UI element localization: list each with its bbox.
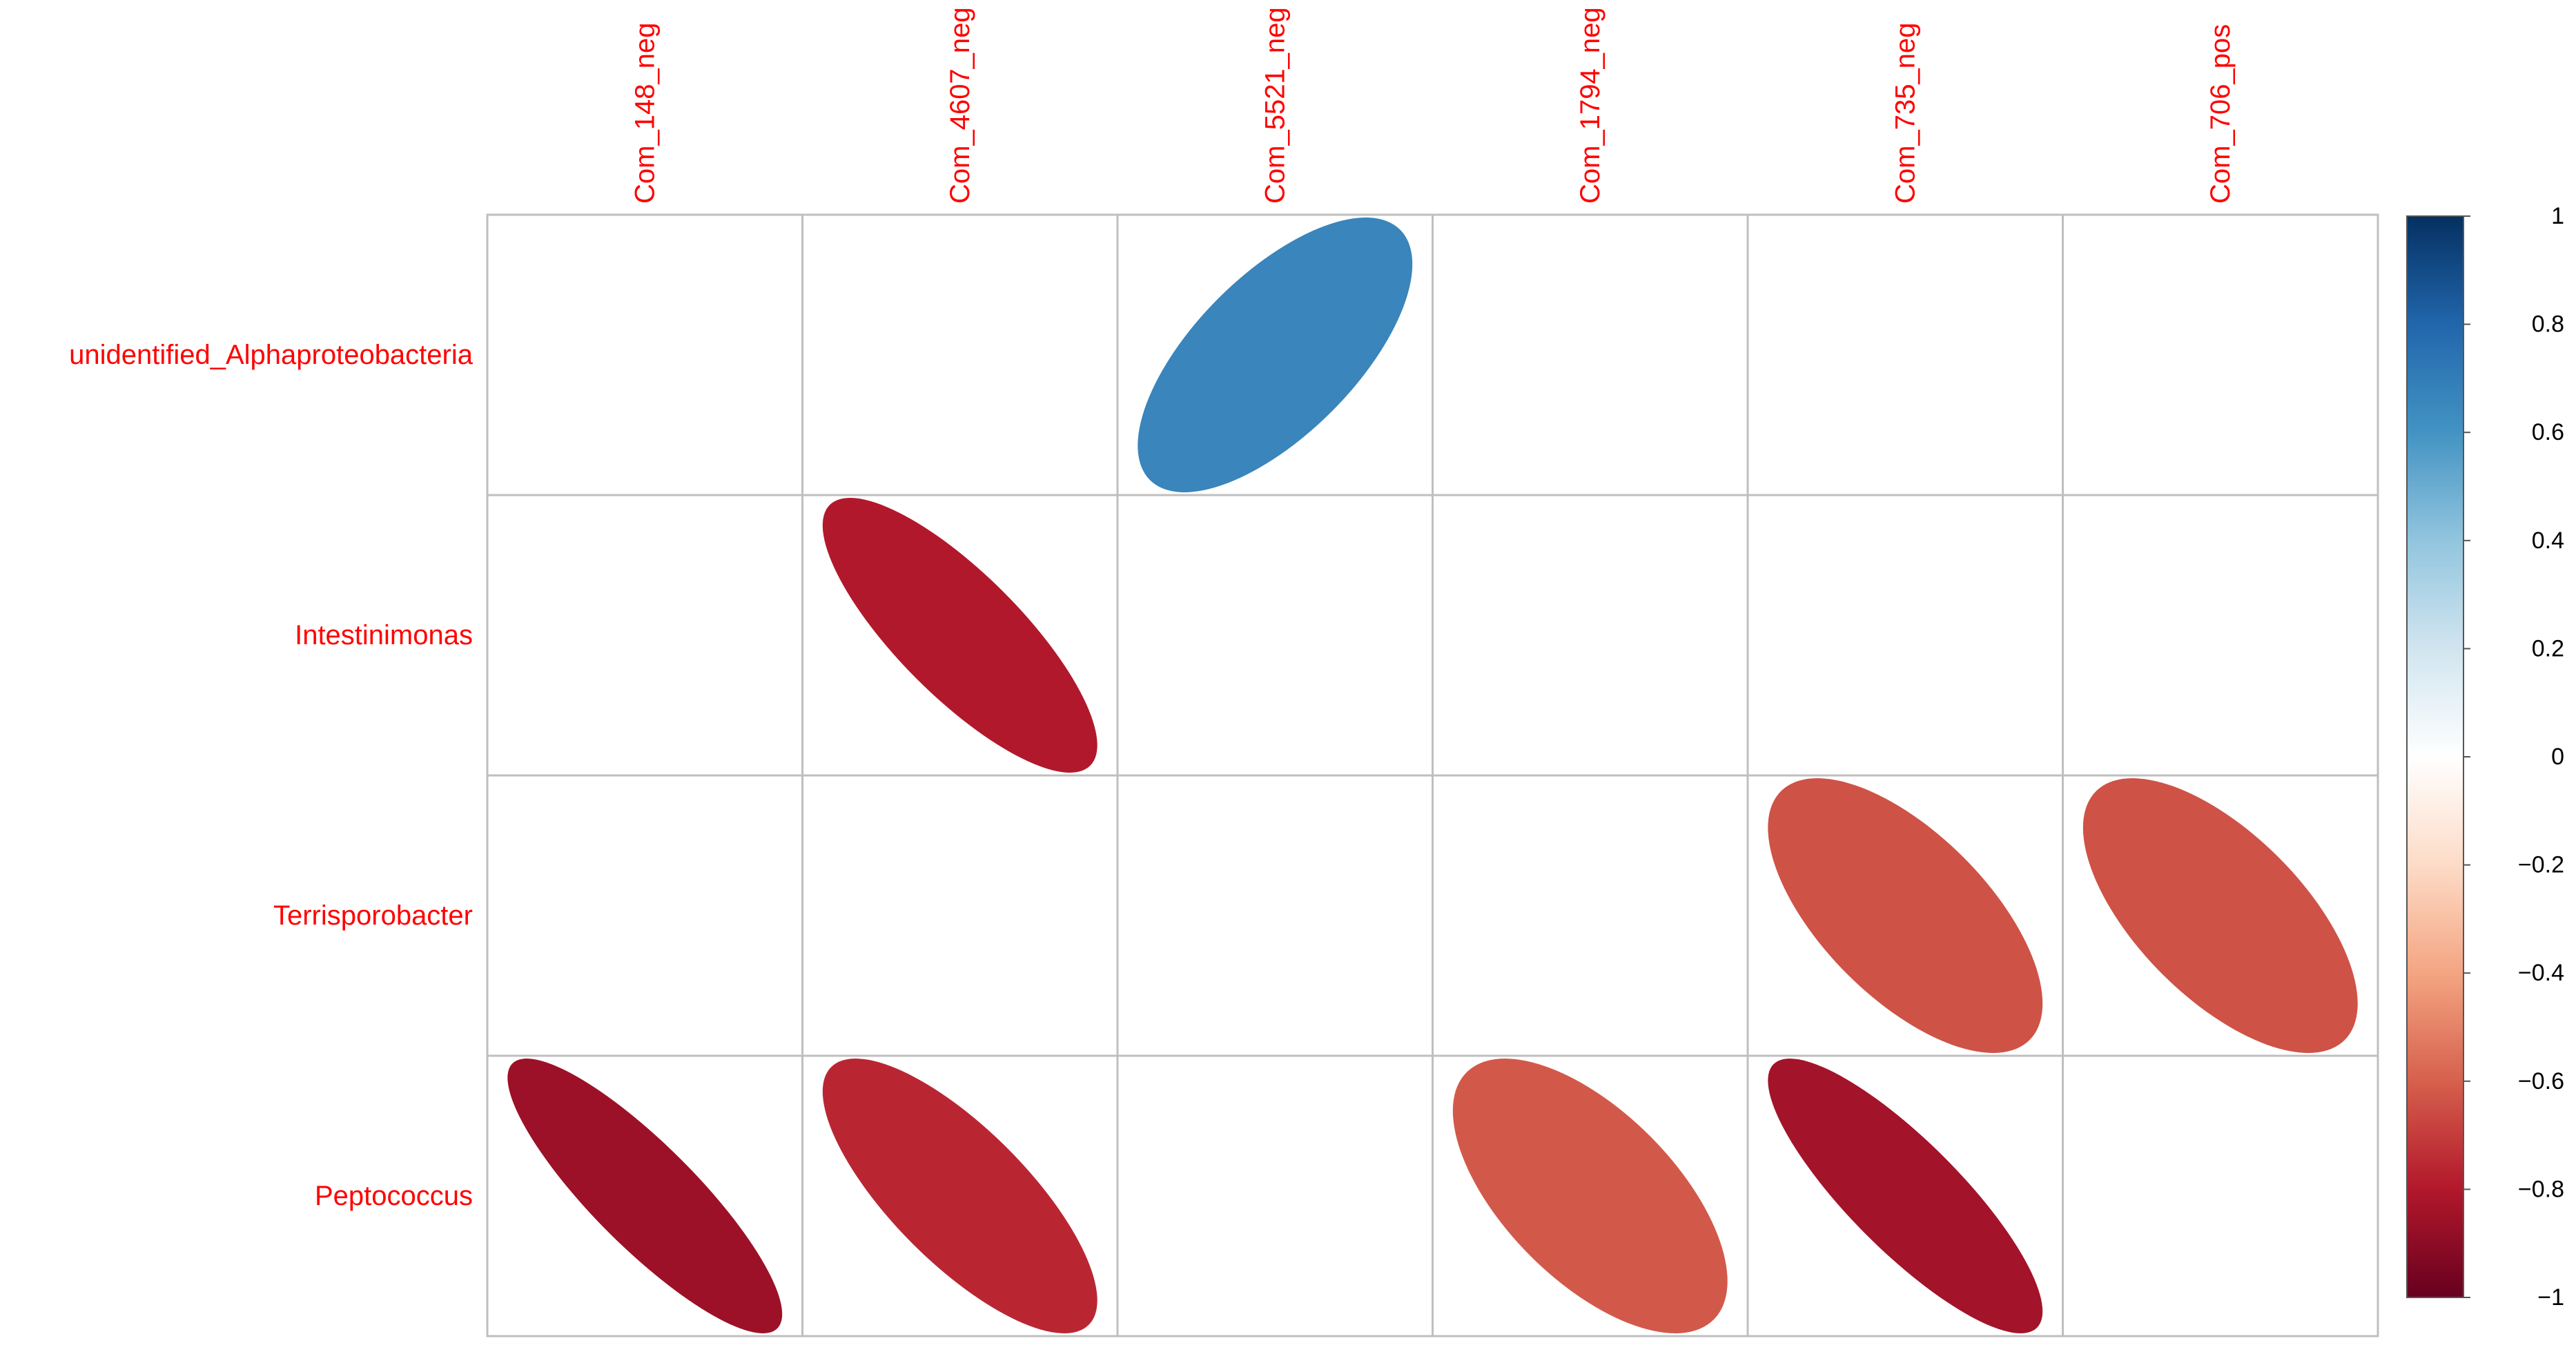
column-label: Com_4607_neg xyxy=(945,7,975,204)
colorbar-tick-label: 0 xyxy=(2551,744,2564,770)
correlation-ellipse xyxy=(507,1059,783,1333)
column-label: Com_5521_neg xyxy=(1260,7,1290,204)
colorbar-tick-label: 0.4 xyxy=(2532,528,2564,554)
grid-cell xyxy=(1746,494,2064,777)
colorbar-tick-label: −1 xyxy=(2537,1284,2564,1311)
correlation-ellipse xyxy=(1768,1059,2043,1333)
row-label: unidentified_Alphaproteobacteria xyxy=(69,340,474,370)
colorbar-tick-label: −0.6 xyxy=(2518,1068,2564,1094)
correlation-ellipse xyxy=(822,498,1097,773)
colorbar: 1 0.8 0.6 0.4 0.2 0 −0.2 −0.4 −0.6 −0.8 −1 xyxy=(2406,203,2564,1311)
correlation-ellipse xyxy=(1138,218,1413,492)
grid-cell xyxy=(2062,1054,2379,1337)
grid-cell xyxy=(486,774,803,1057)
correlation-ellipse xyxy=(2082,778,2358,1053)
correlation-ellipse xyxy=(822,1059,1097,1333)
grid-cell xyxy=(1116,774,1434,1057)
colorbar-tick-label: 0.6 xyxy=(2532,419,2564,445)
grid-cell xyxy=(1432,213,1749,496)
colorbar-tick-label: 0.8 xyxy=(2532,311,2564,338)
column-label: Com_735_neg xyxy=(1890,23,1920,204)
column-labels: Com_148_neg Com_4607_neg Com_5521_neg Com_1… xyxy=(630,7,2236,204)
grid-cell xyxy=(486,213,803,496)
row-labels: unidentified_Alphaproteobacteria Intestin… xyxy=(69,340,474,1211)
grid-cell xyxy=(2062,213,2379,496)
colorbar-gradient xyxy=(2406,215,2464,1298)
grid-cell xyxy=(1746,213,2064,496)
column-label: Com_706_pos xyxy=(2205,24,2236,204)
row-label: Terrisporobacter xyxy=(273,900,473,931)
colorbar-tick-label: 0.2 xyxy=(2532,635,2564,661)
row-label: Intestinimonas xyxy=(295,620,473,650)
correlation-ellipses xyxy=(507,218,2358,1333)
row-label: Peptococcus xyxy=(315,1181,473,1211)
grid-cell xyxy=(1116,494,1434,777)
colorbar-tick-label: −0.2 xyxy=(2518,852,2564,878)
colorbar-tick-label: −0.4 xyxy=(2518,960,2564,986)
correlation-ellipse xyxy=(1768,778,2043,1053)
colorbar-tick-label: −0.8 xyxy=(2518,1176,2564,1202)
grid-cell xyxy=(1432,494,1749,777)
grid-cell xyxy=(801,774,1119,1057)
colorbar-tick-label: 1 xyxy=(2551,203,2564,229)
column-label: Com_1794_neg xyxy=(1575,7,1606,204)
grid-cell xyxy=(486,494,803,777)
grid-cell xyxy=(1116,1054,1434,1337)
grid xyxy=(486,213,2379,1337)
grid-cell xyxy=(1432,774,1749,1057)
column-label: Com_148_neg xyxy=(630,23,660,204)
grid-cell xyxy=(801,213,1119,496)
grid-cell xyxy=(2062,494,2379,777)
correlation-ellipse xyxy=(1452,1059,1728,1333)
